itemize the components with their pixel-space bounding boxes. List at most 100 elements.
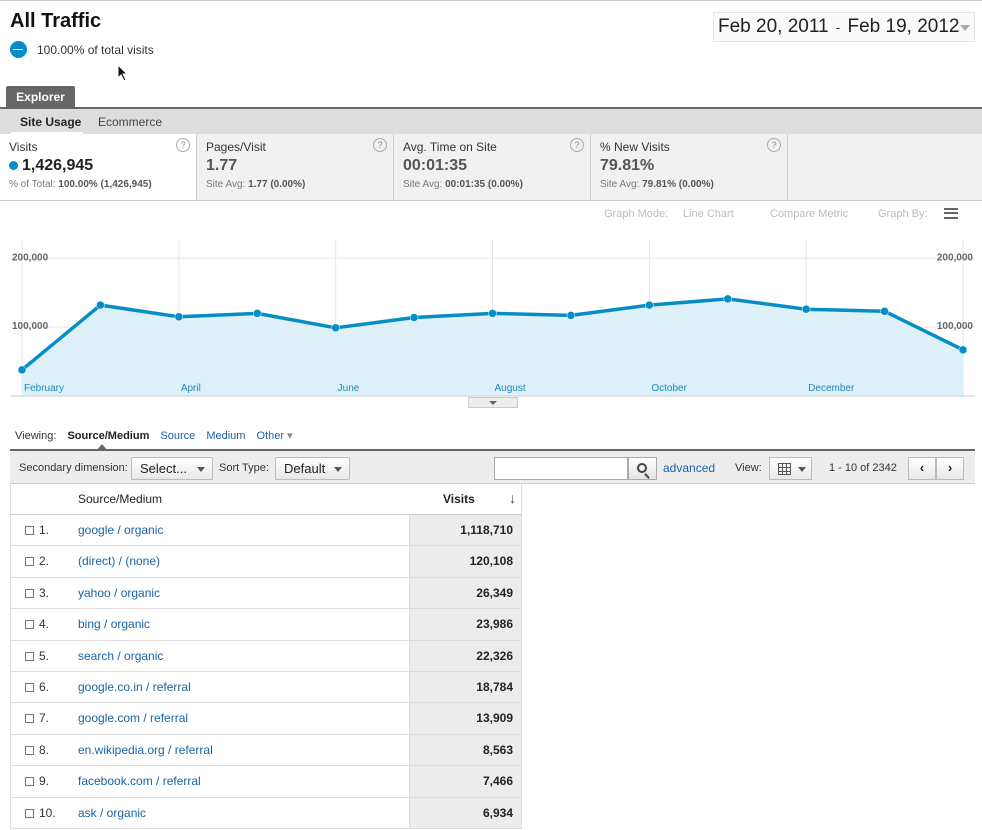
chevron-down-icon [960, 25, 970, 31]
row-checkbox[interactable] [25, 557, 34, 567]
row-visits-cell: 7,466 [409, 766, 521, 797]
metric-sub-prefix: Site Avg: [403, 179, 443, 190]
metric-new-visits[interactable]: % New Visits 79.81% Site Avg: 79.81% (0.… [591, 134, 788, 200]
row-source-link[interactable]: ask / organic [78, 805, 147, 820]
viewing-source-medium[interactable]: Source/Medium [67, 430, 150, 442]
help-icon[interactable]: ? [767, 138, 781, 152]
row-number: 2. [39, 554, 50, 569]
graph-mode-button[interactable]: Line Chart [683, 208, 734, 220]
metric-sub-value: 1.77 (0.00%) [248, 179, 306, 190]
graph-by-menu-icon[interactable] [944, 208, 958, 219]
data-point [801, 304, 811, 314]
table-search-input[interactable] [494, 457, 628, 480]
row-visits-value: 18,784 [476, 679, 513, 694]
row-checkbox[interactable] [25, 526, 34, 535]
row-source-link[interactable]: bing / organic [78, 617, 151, 632]
date-separator: - [835, 20, 841, 35]
row-checkbox[interactable] [25, 808, 34, 818]
column-header-source[interactable]: Source/Medium [78, 492, 163, 506]
row-visits-value: 7,466 [482, 774, 513, 789]
row-checkbox[interactable] [25, 714, 34, 724]
data-point [17, 365, 27, 375]
viewing-source-link[interactable]: Source [160, 430, 196, 442]
graph-mode-label: Graph Mode: [604, 208, 669, 220]
row-source-link[interactable]: facebook.com / referral [78, 774, 201, 789]
graph-by-label: Graph By: [878, 208, 928, 220]
view-type-select[interactable] [769, 457, 812, 480]
data-point [958, 345, 968, 355]
chevron-down-icon [197, 467, 205, 472]
prev-page-button[interactable]: ‹ [908, 457, 936, 480]
table-row: 1. google / organic 1,118,710 [11, 515, 521, 547]
top-divider [0, 0, 982, 1]
row-source-link[interactable]: yahoo / organic [78, 585, 161, 600]
sort-type-select[interactable]: Default [275, 457, 350, 480]
next-page-button[interactable]: › [936, 457, 964, 480]
row-number: 7. [39, 711, 50, 726]
sort-arrow-icon[interactable]: ↓ [509, 490, 516, 506]
metric-visits[interactable]: Visits 1,426,945 % of Total: 100.00% (1,… [0, 134, 197, 200]
viewing-medium-link[interactable]: Medium [206, 430, 246, 442]
date-range-picker[interactable]: Feb 20, 2011 - Feb 19, 2012 [713, 12, 975, 42]
help-icon[interactable]: ? [176, 138, 190, 152]
x-tick-label: June [338, 383, 360, 394]
tab-site-usage[interactable]: Site Usage [20, 115, 82, 129]
row-checkbox[interactable] [25, 620, 34, 630]
pagination-info: 1 - 10 of 2342 [829, 462, 897, 474]
metrics-row: Visits 1,426,945 % of Total: 100.00% (1,… [0, 134, 982, 201]
page-title: All Traffic [10, 10, 102, 32]
compare-metric-button[interactable]: Compare Metric [770, 208, 849, 220]
table-row: 5. search / organic 22,326 [11, 640, 521, 672]
search-icon [637, 463, 647, 473]
sort-type-value: Default [284, 461, 326, 476]
metric-sub-value: 79.81% (0.00%) [642, 179, 714, 190]
advanced-filter-link[interactable]: advanced [663, 461, 716, 475]
row-visits-cell: 23,986 [409, 609, 521, 640]
data-point [723, 294, 732, 304]
row-source-link[interactable]: google.co.in / referral [78, 679, 191, 694]
row-number: 6. [39, 679, 50, 694]
row-number: 4. [39, 617, 50, 632]
row-checkbox[interactable] [25, 682, 34, 692]
row-number: 9. [39, 774, 50, 789]
series-area [22, 298, 963, 396]
y-tick-label-right: 200,000 [937, 252, 974, 263]
row-visits-value: 22,326 [476, 648, 513, 663]
source-medium-table: Source/Medium Visits ↓ 1. google / organi… [10, 484, 522, 829]
series-dot-icon [9, 161, 18, 171]
search-button[interactable] [628, 457, 657, 480]
view-label: View: [735, 462, 762, 474]
row-checkbox[interactable] [25, 588, 34, 598]
metric-avg-time[interactable]: Avg. Time on Site 00:01:35 Site Avg: 00:… [394, 134, 591, 200]
subtab-bar: Site Usage Ecommerce [0, 107, 982, 135]
row-visits-cell: 13,909 [409, 703, 521, 734]
row-checkbox[interactable] [25, 651, 34, 661]
metric-pages-visit[interactable]: Pages/Visit 1.77 Site Avg: 1.77 (0.00%) … [197, 134, 394, 200]
secondary-dimension-label: Secondary dimension: [19, 462, 128, 474]
row-source-link[interactable]: en.wikipedia.org / referral [78, 742, 213, 757]
x-tick-label: October [651, 383, 687, 394]
row-checkbox[interactable] [25, 777, 34, 787]
viewing-other-dropdown[interactable]: Other [257, 430, 293, 442]
row-visits-cell: 26,349 [409, 577, 521, 609]
row-source-link[interactable]: google.com / referral [78, 711, 189, 726]
row-visits-value: 120,108 [469, 554, 513, 569]
table-row: 7. google.com / referral 13,909 [11, 703, 521, 735]
help-icon[interactable]: ? [373, 138, 387, 152]
secondary-dimension-select[interactable]: Select... [131, 457, 213, 480]
data-point [880, 307, 889, 316]
visits-line-chart: 200,000 200,000 100,000 100,000 February Apri… [10, 240, 975, 397]
row-visits-value: 26,349 [476, 585, 513, 600]
row-visits-value: 23,986 [476, 617, 513, 632]
row-checkbox[interactable] [25, 745, 34, 755]
metric-value: 1.77 [206, 157, 238, 174]
column-header-visits[interactable]: Visits [443, 492, 475, 506]
row-source-link[interactable]: search / organic [78, 648, 164, 663]
help-icon[interactable]: ? [570, 138, 584, 152]
row-source-link[interactable]: (direct) / (none) [78, 554, 161, 569]
tab-explorer[interactable]: Explorer [6, 86, 75, 108]
row-source-link[interactable]: google / organic [78, 523, 164, 537]
tab-ecommerce[interactable]: Ecommerce [98, 115, 163, 129]
data-point [645, 300, 654, 310]
chart-resize-handle[interactable] [468, 397, 518, 408]
